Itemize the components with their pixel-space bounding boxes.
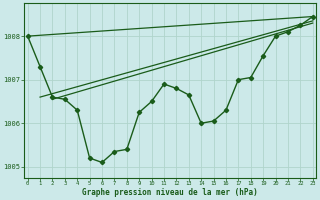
X-axis label: Graphe pression niveau de la mer (hPa): Graphe pression niveau de la mer (hPa) [82,188,258,197]
